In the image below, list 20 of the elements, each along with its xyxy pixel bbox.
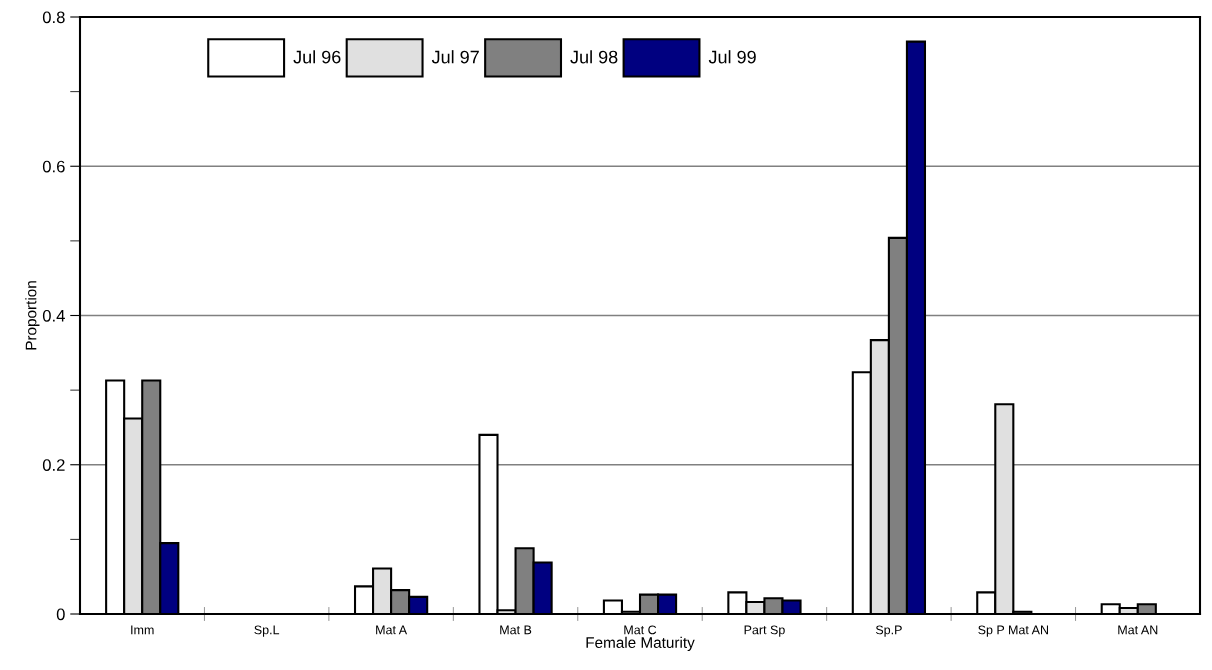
x-tick-label: Mat A [376,625,408,635]
x-tick-label: Sp.L [254,625,280,637]
y-tick-label: 0.6 [42,160,65,173]
legend-label: Jul 97 [431,50,479,64]
x-tick-label: Mat B [500,625,532,635]
x-tick-label: Mat C [624,625,657,635]
x-tick-label: Sp.P [875,625,902,637]
x-axis-title: Female Maturity [586,636,695,652]
x-tick-label: Sp P Mat AN [978,625,1048,637]
legend-label: Jul 98 [570,50,618,64]
x-tick-label: Part Sp [744,625,785,637]
y-tick-label: 0 [56,608,65,621]
y-axis-title: Proportion [25,281,40,350]
legend-label: Jul 96 [293,50,341,64]
y-tick-label: 0.4 [42,309,65,322]
y-tick-label: 0.2 [42,459,65,471]
x-tick-label: Imm [131,625,154,635]
y-tick-label: 0.8 [42,11,65,24]
legend-label: Jul 99 [708,50,756,64]
x-tick-label: Mat AN [1118,625,1158,635]
